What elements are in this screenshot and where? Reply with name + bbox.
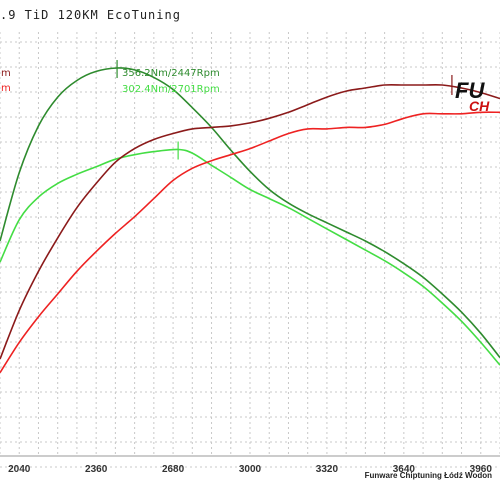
x-tick-label: 2680 — [162, 464, 185, 475]
legend-entry: m — [1, 83, 11, 94]
x-tick-label: 3320 — [316, 464, 339, 475]
x-tick-label: 2040 — [8, 464, 31, 475]
footer-credit: Funware Chiptuning Łódź Wodon — [364, 471, 492, 480]
peak-markers — [116, 60, 453, 160]
legend: mm — [1, 68, 11, 94]
logo-text: FU — [455, 78, 485, 103]
logo-subtext: CH — [469, 98, 490, 114]
chart-title: .9 TiD 120KM EcoTuning — [0, 8, 181, 22]
x-tick-label: 3000 — [239, 464, 262, 475]
peak-annotation: 356.2Nm/2447Rpm — [122, 68, 220, 79]
x-tick-label: 3640 — [393, 464, 416, 475]
funware-logo: FU CH — [455, 78, 500, 114]
series-line-tuned-power — [0, 83, 500, 360]
series-line-tuned-torque — [0, 67, 500, 359]
x-tick-label: 3960 — [470, 464, 493, 475]
x-tick-label: 2360 — [85, 464, 108, 475]
legend-entry: m — [1, 68, 11, 79]
series-line-stock-torque — [0, 148, 500, 366]
grid — [0, 32, 500, 468]
annotations: 356.2Nm/2447Rpm 302.4Nm/2701Rpm — [122, 68, 220, 95]
peak-annotation: 302.4Nm/2701Rpm — [122, 84, 220, 95]
series-lines — [0, 67, 500, 374]
series-line-stock-power — [0, 111, 500, 374]
x-tick-labels: 2040 2360 2680 3000 3320 3640 3960 — [8, 464, 492, 475]
